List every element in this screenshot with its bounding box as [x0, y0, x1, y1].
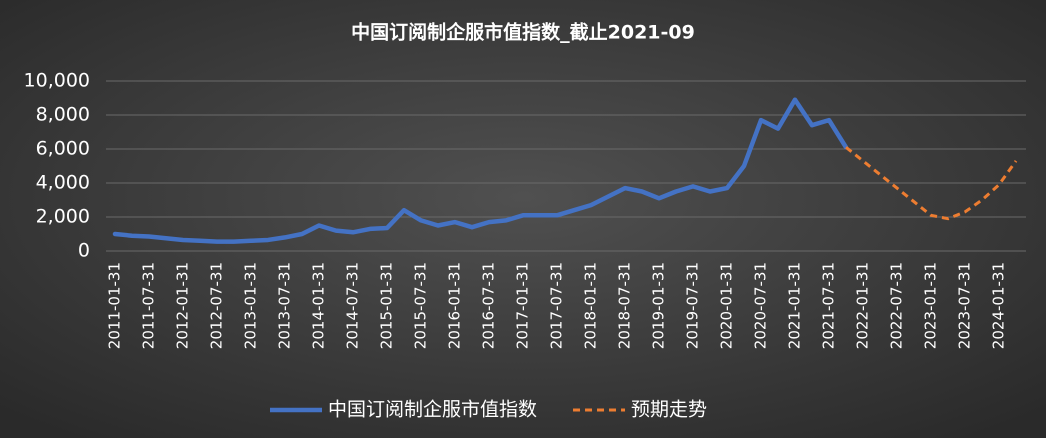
x-tick-label: 2015-07-31 [412, 262, 430, 349]
y-tick-label: 2,000 [36, 206, 90, 228]
x-tick-label: 2016-07-31 [480, 262, 498, 349]
x-tick-label: 2012-01-31 [174, 262, 192, 349]
x-tick-label: 2016-01-31 [446, 262, 464, 349]
x-tick-label: 2023-01-31 [922, 262, 940, 349]
x-tick-label: 2020-01-31 [718, 262, 736, 349]
x-tick-label: 2018-07-31 [616, 262, 634, 349]
x-tick-label: 2013-07-31 [276, 262, 294, 349]
x-tick-label: 2024-01-31 [990, 262, 1008, 349]
x-tick-label: 2014-07-31 [344, 262, 362, 349]
x-tick-label: 2014-01-31 [310, 262, 328, 349]
x-tick-label: 2022-07-31 [888, 262, 906, 349]
y-tick-label: 0 [78, 240, 90, 262]
x-tick-label: 2013-01-31 [242, 262, 260, 349]
y-tick-label: 6,000 [36, 138, 90, 160]
x-tick-label: 2015-01-31 [378, 262, 396, 349]
x-tick-label: 2011-01-31 [106, 262, 124, 349]
y-tick-label: 4,000 [36, 172, 90, 194]
x-tick-label: 2019-07-31 [684, 262, 702, 349]
x-tick-label: 2019-01-31 [650, 262, 668, 349]
x-tick-label: 2017-07-31 [548, 262, 566, 349]
y-tick-label: 10,000 [24, 70, 90, 92]
x-tick-label: 2020-07-31 [752, 262, 770, 349]
chart-title: 中国订阅制企服市值指数_截止2021-09 [351, 21, 695, 44]
x-tick-label: 2022-01-31 [854, 262, 872, 349]
x-tick-label: 2017-01-31 [514, 262, 532, 349]
series-line [845, 146, 1018, 221]
x-tick-label: 2021-07-31 [820, 262, 838, 349]
legend-label: 中国订阅制企服市值指数 [328, 399, 537, 421]
legend-label: 预期走势 [631, 399, 707, 421]
x-tick-label: 2021-01-31 [786, 262, 804, 349]
x-tick-label: 2023-07-31 [956, 262, 974, 349]
x-tick-label: 2018-01-31 [582, 262, 600, 349]
x-tick-label: 2011-07-31 [140, 262, 158, 349]
x-tick-label: 2012-07-31 [208, 262, 226, 349]
series-line [112, 97, 849, 244]
y-tick-label: 8,000 [36, 104, 90, 126]
